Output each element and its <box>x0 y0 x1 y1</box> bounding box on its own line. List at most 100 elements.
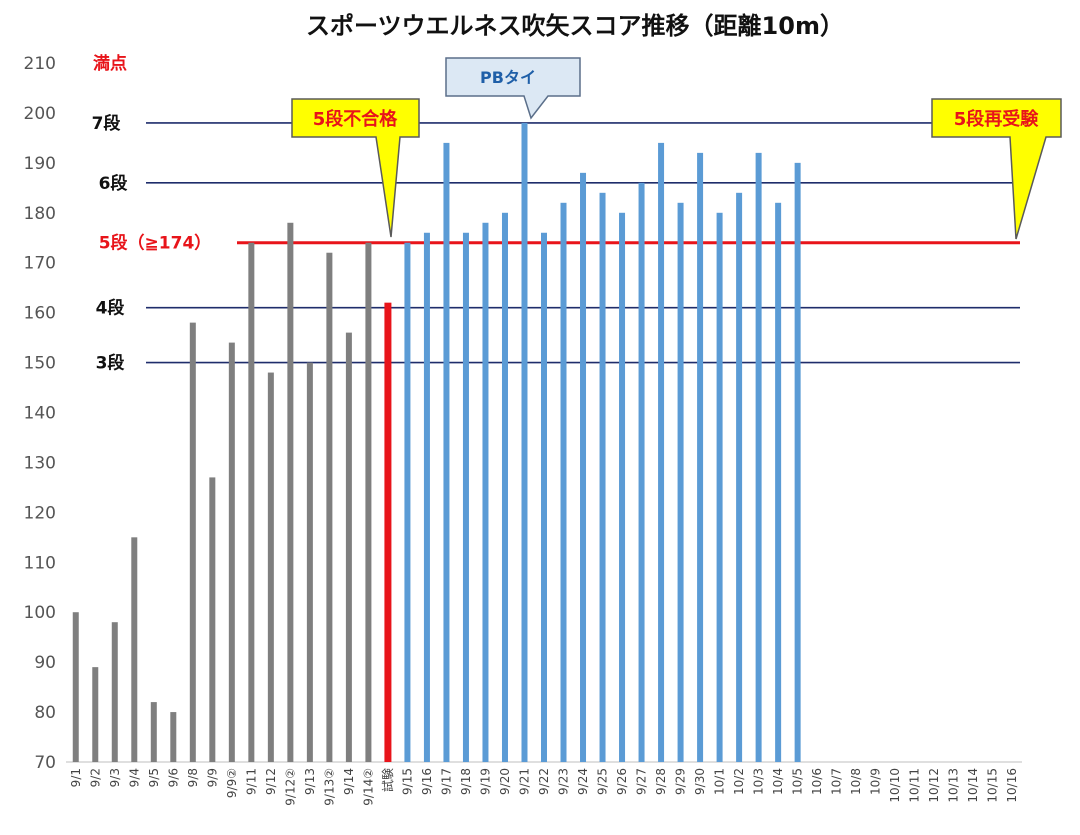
x-tick-label: 9/28 <box>654 768 668 795</box>
callout-fail-text: 5段不合格 <box>313 108 399 130</box>
bar <box>92 667 99 762</box>
x-tick-label: 9/9 <box>205 768 219 787</box>
x-tick-label: 9/24 <box>576 768 590 795</box>
x-tick-label: 9/17 <box>439 768 453 795</box>
x-tick-label: 9/13② <box>322 768 336 806</box>
x-tick-label: 9/2 <box>88 768 102 787</box>
bar <box>209 477 216 762</box>
y-tick-label: 200 <box>24 104 56 124</box>
callout-fail-shape <box>291 98 420 238</box>
bar <box>638 182 645 763</box>
bar <box>150 702 157 762</box>
bar <box>423 232 430 762</box>
x-tick-label: 10/1 <box>713 768 727 795</box>
callout-pb-shape <box>445 57 581 120</box>
callout-retake-shape <box>931 98 1062 240</box>
x-tick-label: 9/15 <box>400 768 414 795</box>
bar <box>131 537 138 762</box>
bar <box>306 362 313 762</box>
x-tick-label: 9/3 <box>108 768 122 787</box>
y-tick-label: 120 <box>24 503 56 523</box>
bar <box>462 232 469 762</box>
x-tick-label: 9/26 <box>615 768 629 795</box>
x-tick-label: 10/6 <box>810 768 824 795</box>
x-tick-label: 9/9② <box>225 768 239 798</box>
y-tick-label: 110 <box>24 553 56 573</box>
x-tick-label: 9/25 <box>596 768 610 795</box>
bar <box>72 612 79 762</box>
x-tick-label: 9/23 <box>557 768 571 795</box>
bar <box>267 372 274 762</box>
bar <box>736 192 743 763</box>
x-tick-label: 10/14 <box>966 768 980 803</box>
callout-fail: 5段不合格 <box>291 98 420 238</box>
reference-line-label: 3段 <box>96 353 125 374</box>
callout-retake-text: 5段再受験 <box>954 108 1040 130</box>
reference-line-label: 6段 <box>99 173 128 194</box>
x-tick-label: 10/15 <box>986 768 1000 803</box>
bar <box>501 212 508 763</box>
bar <box>384 302 392 762</box>
callout-pb-text: PBタイ <box>480 68 536 87</box>
bar <box>619 212 626 763</box>
x-tick-label: 9/19 <box>478 768 492 795</box>
x-tick-label: 9/27 <box>635 768 649 795</box>
reference-line-label: 4段 <box>96 298 125 319</box>
x-tick-label: 試験 <box>380 768 395 792</box>
bar <box>365 242 372 762</box>
bar <box>755 152 762 762</box>
bar <box>404 242 411 762</box>
chart-title: スポーツウエルネス吹矢スコア推移（距離10m） <box>306 12 844 40</box>
x-tick-label: 9/8 <box>186 768 200 787</box>
reference-line-label: 5段（≧174） <box>99 233 212 254</box>
bar <box>228 342 235 762</box>
y-tick-label: 70 <box>34 753 56 773</box>
x-tick-label: 9/13 <box>303 768 317 795</box>
x-tick-label: 9/14 <box>342 768 356 795</box>
y-tick-label: 210 <box>24 54 56 74</box>
x-tick-label: 10/11 <box>908 768 922 803</box>
bars <box>72 122 801 763</box>
bar <box>541 232 547 762</box>
bar <box>580 172 587 763</box>
reference-line-label: 満点 <box>93 53 127 74</box>
x-tick-label: 9/6 <box>166 768 180 787</box>
bar <box>345 332 352 762</box>
x-tick-label: 10/3 <box>752 768 766 795</box>
y-tick-label: 190 <box>24 154 56 174</box>
x-tick-label: 9/4 <box>127 768 141 787</box>
bar <box>521 122 528 762</box>
bar <box>189 322 196 762</box>
bar <box>170 712 177 762</box>
y-tick-label: 90 <box>34 653 56 673</box>
y-tick-label: 140 <box>24 404 56 424</box>
bar <box>658 142 665 762</box>
x-tick-label: 9/1 <box>69 768 83 787</box>
x-axis: 9/1 9/2 9/3 9/4 9/5 9/6 9/8 9/9 9/9② 9/11 9/12 9/12… <box>69 768 1019 806</box>
y-tick-label: 100 <box>24 603 56 623</box>
x-tick-label: 9/5 <box>147 768 161 787</box>
y-tick-label: 80 <box>34 703 56 723</box>
x-tick-label: 9/18 <box>459 768 473 795</box>
x-tick-label: 9/12② <box>283 768 297 806</box>
x-tick-label: 10/9 <box>869 768 883 795</box>
x-tick-label: 9/11 <box>244 768 258 795</box>
y-tick-label: 180 <box>24 204 56 224</box>
bar <box>794 162 801 762</box>
x-tick-label: 9/20 <box>498 768 512 795</box>
x-tick-label: 9/22 <box>537 768 551 795</box>
y-axis: 70 80 90 100 110 120 130 140 150 160 170 180 190 200 2… <box>24 54 1022 773</box>
x-tick-label: 9/12 <box>264 768 278 795</box>
x-tick-label: 10/10 <box>888 768 902 803</box>
y-tick-label: 170 <box>24 254 56 274</box>
y-tick-label: 150 <box>24 354 56 374</box>
x-tick-label: 10/7 <box>830 768 844 795</box>
bar <box>560 202 567 763</box>
x-tick-label: 9/21 <box>517 768 531 795</box>
x-tick-label: 10/8 <box>849 768 863 795</box>
bar <box>677 202 684 763</box>
bar <box>716 212 723 763</box>
x-tick-label: 10/4 <box>771 768 785 795</box>
callout-retake: 5段再受験 <box>931 98 1062 240</box>
